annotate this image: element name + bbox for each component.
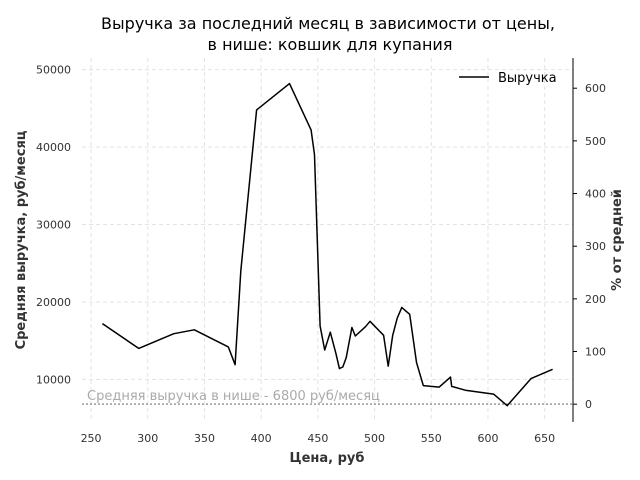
y-axis-ticks: 10000 20000 30000 40000 50000 [36,64,71,387]
y-tick-label: 50000 [36,64,71,77]
y-tick-label: 30000 [36,219,71,232]
y2-axis-ticks: 0 100 200 300 400 500 600 [573,82,606,411]
x-tick-label: 250 [81,432,102,445]
x-tick-label: 650 [534,432,555,445]
y2-tick-label: 400 [585,188,606,201]
series-group [101,82,553,407]
x-tick-label: 350 [194,432,215,445]
grid [82,58,573,422]
x-tick-label: 400 [251,432,272,445]
x-tick-label: 600 [477,432,498,445]
reference-label: Средняя выручка в нише - 6800 руб/месяц [87,389,380,404]
x-axis-label: Цена, руб [290,451,365,466]
y-axis-label: Средняя выручка, руб/месяц [14,130,29,349]
revenue-series-line [101,82,553,407]
x-tick-label: 500 [364,432,385,445]
y2-axis-label: % от средней [610,189,625,291]
x-axis-ticks: 250 300 350 400 450 500 550 600 650 [81,432,556,445]
chart-title-line2: в нише: ковшик для купания [208,35,453,54]
x-tick-label: 450 [307,432,328,445]
x-tick-label: 300 [137,432,158,445]
y-tick-label: 40000 [36,141,71,154]
y2-tick-label: 600 [585,82,606,95]
y2-tick-label: 500 [585,135,606,148]
y2-tick-label: 200 [585,293,606,306]
y2-tick-label: 300 [585,240,606,253]
x-tick-label: 550 [421,432,442,445]
y-tick-label: 20000 [36,296,71,309]
legend: Выручка [459,71,557,86]
y2-tick-label: 100 [585,346,606,359]
chart-title-line1: Выручка за последний месяц в зависимости… [101,14,555,33]
legend-label: Выручка [498,71,557,86]
y-tick-label: 10000 [36,373,71,386]
y2-tick-label: 0 [585,398,592,411]
